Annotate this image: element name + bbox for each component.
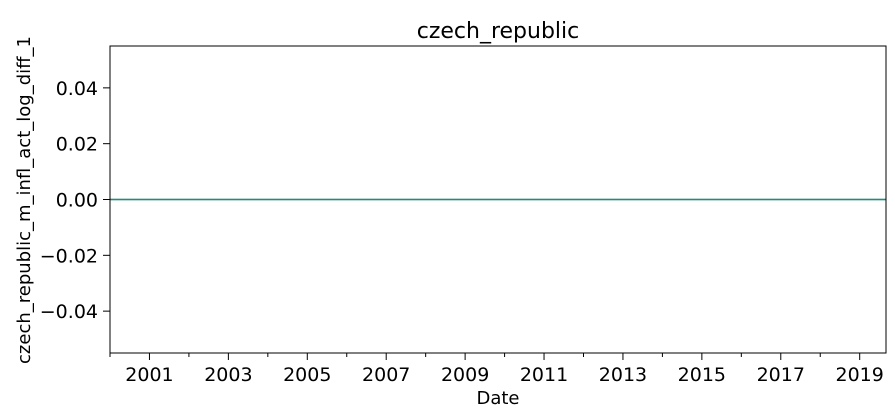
x-tick-label: 2015 bbox=[678, 364, 726, 386]
x-axis-label: Date bbox=[476, 388, 519, 409]
x-tick-label: 2017 bbox=[757, 364, 805, 386]
x-tick-label: 2013 bbox=[599, 364, 647, 386]
x-tick-label: 2005 bbox=[283, 364, 331, 386]
x-tick-label: 2009 bbox=[441, 364, 489, 386]
x-tick-label: 2011 bbox=[520, 364, 568, 386]
y-tick-label: 0.04 bbox=[56, 78, 98, 100]
chart-title: czech_republic bbox=[417, 19, 580, 44]
x-tick-label: 2019 bbox=[836, 364, 884, 386]
x-tick-label: 2003 bbox=[204, 364, 252, 386]
y-tick-label: −0.04 bbox=[40, 301, 98, 323]
y-tick-label: 0.02 bbox=[56, 134, 98, 156]
y-tick-label: −0.02 bbox=[40, 245, 98, 267]
x-tick-label: 2007 bbox=[362, 364, 410, 386]
x-tick-label: 2001 bbox=[125, 364, 173, 386]
plot-area-frame bbox=[109, 45, 887, 354]
y-tick-label: 0.00 bbox=[56, 190, 98, 212]
y-axis-label: czech_republic_m_infl_act_log_diff_1 bbox=[14, 36, 35, 364]
